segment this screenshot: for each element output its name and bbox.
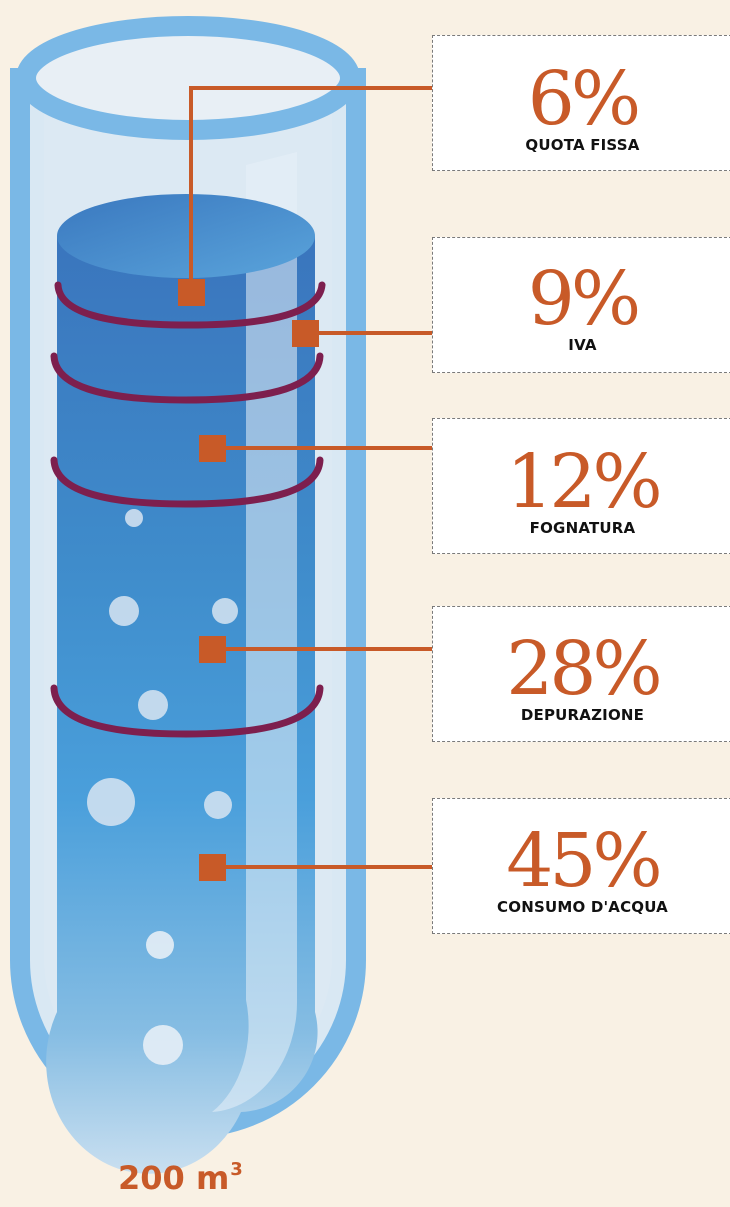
- bubble: [143, 1025, 183, 1065]
- bubble: [87, 778, 135, 826]
- label-fognatura: 12% FOGNATURA: [432, 418, 730, 554]
- percent-value: 9%: [527, 256, 641, 342]
- category-label: CONSUMO D'ACQUA: [497, 898, 668, 916]
- volume-value: 200 m: [118, 1159, 230, 1197]
- bubble: [146, 931, 174, 959]
- bubble: [109, 596, 139, 626]
- bubble: [204, 791, 232, 819]
- category-label: IVA: [568, 336, 597, 354]
- bubble: [138, 690, 168, 720]
- label-consumo-acqua: 45% CONSUMO D'ACQUA: [432, 798, 730, 934]
- percent-value: 45%: [506, 818, 662, 904]
- bubble: [212, 598, 238, 624]
- marker-iva: [292, 320, 319, 347]
- label-depurazione: 28% DEPURAZIONE: [432, 606, 730, 742]
- water-surface: [57, 194, 315, 278]
- category-label: DEPURAZIONE: [520, 706, 645, 724]
- label-iva: 9% IVA: [432, 237, 730, 373]
- percent-value: 28%: [506, 626, 662, 712]
- marker-fognatura: [199, 435, 226, 462]
- band-ring-2: [50, 352, 324, 404]
- category-label: FOGNATURA: [529, 519, 636, 537]
- marker-quota-fissa: [178, 279, 205, 306]
- band-ring-1: [54, 281, 326, 329]
- total-volume: 200 m3: [118, 1150, 243, 1198]
- percent-value: 6%: [527, 56, 641, 142]
- volume-exponent: 3: [230, 1159, 243, 1180]
- connector-quota-fissa: [189, 86, 432, 292]
- tube-rim: [16, 16, 360, 140]
- bubble: [125, 509, 143, 527]
- band-ring-3: [50, 456, 324, 508]
- percent-value: 12%: [506, 439, 662, 525]
- marker-depurazione: [199, 636, 226, 663]
- band-ring-4: [50, 684, 324, 738]
- label-quota-fissa: 6% QUOTA FISSA: [432, 35, 730, 171]
- category-label: QUOTA FISSA: [525, 136, 640, 154]
- marker-consumo: [199, 854, 226, 881]
